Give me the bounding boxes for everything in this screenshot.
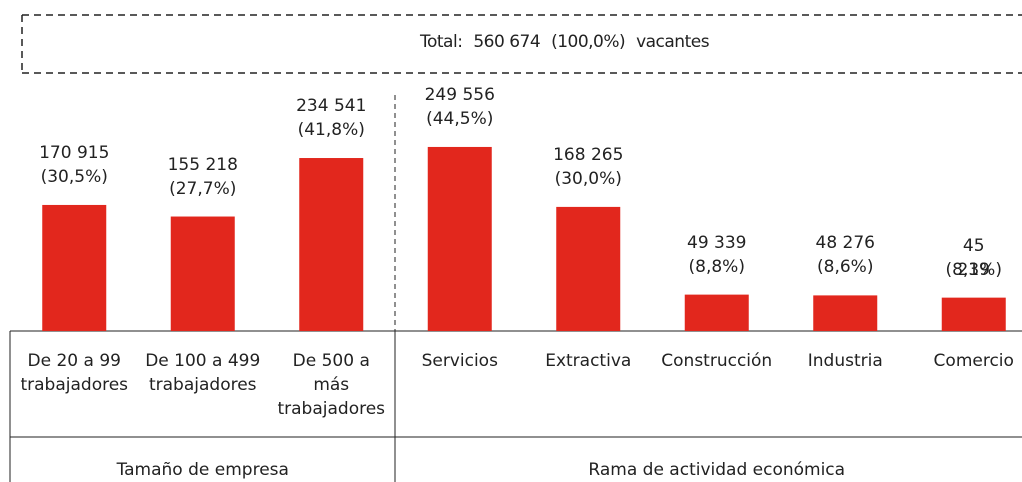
bar (684, 294, 749, 331)
x-tick-label: De 100 a 499 trabajadores (145, 351, 261, 395)
share-label: (8,1%) (945, 259, 1002, 280)
share-label: (30,5%) (40, 166, 108, 187)
bar (427, 146, 492, 331)
share-label: (30,0%) (554, 168, 622, 189)
bar (299, 158, 364, 331)
total-share: (100,0%) (551, 32, 626, 52)
value-label: 234 541 (296, 96, 367, 117)
group-label: Tamaño de empresa (116, 460, 289, 480)
bar (813, 295, 878, 331)
value-label: 249 556 (424, 84, 495, 105)
x-tick-label: Industria (807, 351, 883, 371)
group-label: Rama de actividad económica (588, 460, 846, 480)
share-label: (8,8%) (688, 256, 745, 277)
bar (42, 204, 107, 331)
x-tick-label: Comercio (933, 351, 1014, 371)
share-label: (8,6%) (817, 257, 874, 278)
share-label: (44,5%) (426, 108, 494, 129)
total-prefix: Total: (420, 32, 463, 52)
share-label: (27,7%) (169, 178, 237, 199)
total: Total: 560 674 (100,0%) vacantes (420, 32, 715, 52)
total-box (21, 14, 1022, 74)
total-value: 560 674 (473, 32, 541, 52)
value-label: 168 265 (553, 144, 624, 165)
value-label: 155 218 (167, 154, 238, 175)
share-label: (41,8%) (297, 120, 365, 141)
x-tick-label: Servicios (421, 351, 498, 371)
value-label: 45 239 (957, 235, 990, 280)
x-tick-label: De 20 a 99 trabajadores (20, 351, 129, 395)
value-label: 49 339 (687, 232, 747, 253)
x-tick-label: Construcción (661, 351, 773, 371)
x-tick-label: Extractiva (545, 351, 632, 371)
total-suffix: vacantes (636, 32, 710, 52)
x-tick-label: De 500 a más trabajadores (277, 351, 386, 419)
bar (556, 206, 621, 331)
bar (170, 216, 235, 331)
value-label: 48 276 (815, 233, 875, 254)
value-label: 170 915 (39, 142, 110, 163)
bar (941, 297, 1006, 331)
